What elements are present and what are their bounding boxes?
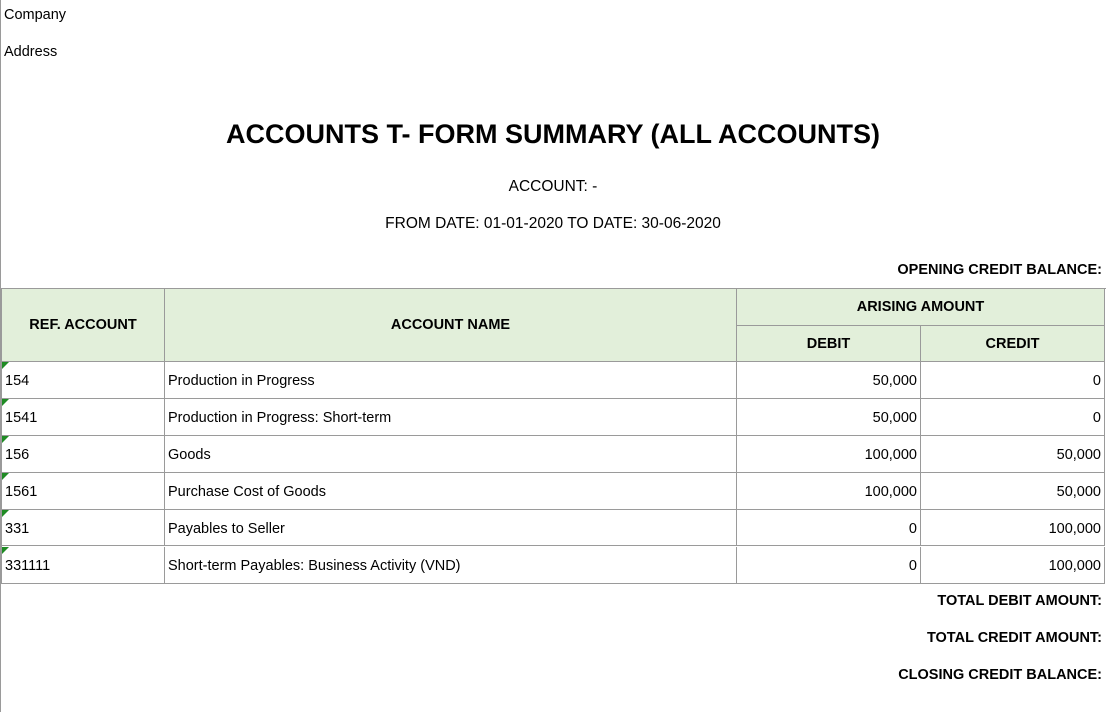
name-cell: Goods	[165, 436, 737, 473]
name-cell: Purchase Cost of Goods	[165, 473, 737, 510]
ref-cell: 154	[2, 362, 165, 399]
ref-cell: 331111	[2, 547, 165, 584]
name-cell: Short-term Payables: Business Activity (…	[165, 547, 737, 584]
ref-cell: 156	[2, 436, 165, 473]
cell-marker	[2, 547, 9, 554]
opening-balance: OPENING CREDIT BALANCE:	[897, 262, 1102, 278]
ref-cell: 1541	[2, 399, 165, 436]
name-cell: Production in Progress	[165, 362, 737, 399]
credit-cell: 100,000	[921, 547, 1105, 584]
name-cell: Production in Progress: Short-term	[165, 399, 737, 436]
closing-balance: CLOSING CREDIT BALANCE:	[898, 667, 1102, 683]
credit-cell: 0	[921, 362, 1105, 399]
debit-cell: 50,000	[737, 362, 921, 399]
debit-cell: 100,000	[737, 436, 921, 473]
address: Address	[4, 44, 58, 60]
debit-cell: 0	[737, 547, 921, 584]
date-range: FROM DATE: 01-01-2020 TO DATE: 30-06-202…	[385, 215, 721, 232]
debit-cell: 0	[737, 510, 921, 546]
credit-cell: 50,000	[921, 473, 1105, 510]
account-line: ACCOUNT: -	[508, 178, 598, 195]
column-header: DEBIT	[737, 326, 921, 362]
column-group-header: ARISING AMOUNT	[737, 289, 1105, 326]
company: Company	[4, 7, 67, 23]
column-header: ACCOUNT NAME	[165, 289, 737, 362]
debit-cell: 100,000	[737, 473, 921, 510]
credit-cell: 100,000	[921, 510, 1105, 546]
cell-marker	[2, 473, 9, 480]
name-cell: Payables to Seller	[165, 510, 737, 546]
debit-cell: 50,000	[737, 399, 921, 436]
sheet-edge	[0, 0, 1, 712]
ref-cell: 1561	[2, 473, 165, 510]
column-header: REF. ACCOUNT	[2, 289, 165, 362]
cell-marker	[2, 399, 9, 406]
credit-cell: 50,000	[921, 436, 1105, 473]
cell-marker	[2, 510, 9, 517]
credit-cell: 0	[921, 399, 1105, 436]
total-credit: TOTAL CREDIT AMOUNT:	[926, 630, 1102, 646]
total-debit: TOTAL DEBIT AMOUNT:	[937, 593, 1102, 609]
ref-cell: 331	[2, 510, 165, 546]
table: REF. ACCOUNT ACCOUNT NAME ARISING AMOUNT…	[1, 288, 1106, 584]
column-header: CREDIT	[921, 326, 1105, 362]
report-title: ACCOUNTS T- FORM SUMMARY (ALL ACCOUNTS)	[226, 119, 880, 149]
cell-marker	[2, 436, 9, 443]
cell-marker	[2, 362, 9, 369]
